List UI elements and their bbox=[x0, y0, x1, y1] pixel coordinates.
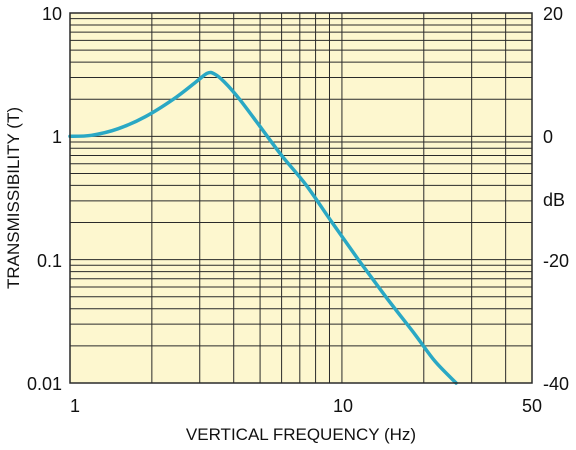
x-tick-label: 1 bbox=[70, 396, 80, 416]
y-tick-label: 0.01 bbox=[27, 374, 62, 394]
x-axis-title: VERTICAL FREQUENCY (Hz) bbox=[186, 425, 416, 444]
y2-axis-unit: dB bbox=[543, 190, 565, 210]
y2-tick-label: -20 bbox=[543, 251, 569, 271]
plot-background bbox=[70, 13, 532, 383]
y2-tick-label: 0 bbox=[543, 127, 553, 147]
x-tick-label: 50 bbox=[522, 396, 542, 416]
plot-frame bbox=[69, 12, 533, 384]
y-tick-label: 1 bbox=[52, 127, 62, 147]
x-tick-label: 10 bbox=[333, 396, 353, 416]
y2-tick-label: -40 bbox=[543, 374, 569, 394]
transmissibility-curve bbox=[68, 70, 458, 385]
y-tick-label: 0.1 bbox=[37, 251, 62, 271]
y-tick-label: 10 bbox=[42, 4, 62, 24]
y-axis-title: TRANSMISSIBILITY (T) bbox=[4, 107, 23, 289]
y2-tick-label: 20 bbox=[543, 4, 563, 24]
